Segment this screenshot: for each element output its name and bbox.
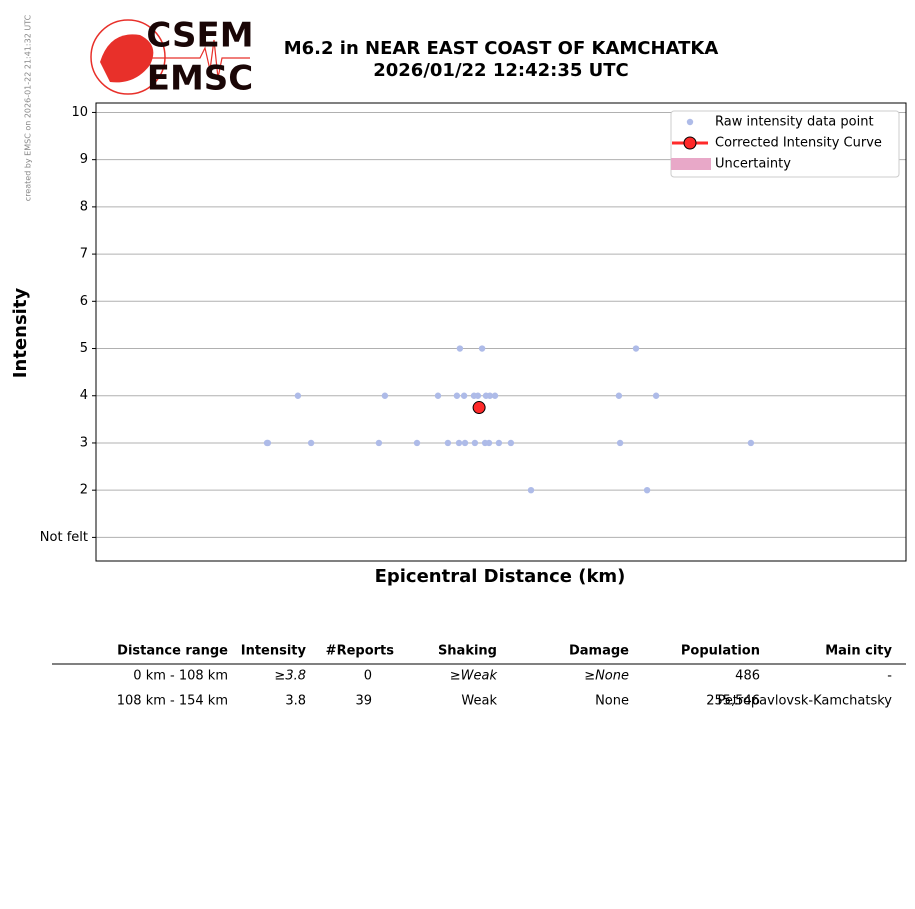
y-tick-label: 10 <box>71 105 88 120</box>
data-point <box>307 439 315 447</box>
data-point <box>652 392 660 399</box>
table-cell: 486 <box>735 669 760 684</box>
legend-box <box>670 110 900 178</box>
y-tick-label: Not felt <box>40 530 88 545</box>
y-tick-label: 7 <box>80 247 88 262</box>
y-axis-label: Intensity <box>10 288 31 379</box>
y-tick-label: 5 <box>80 341 88 356</box>
table-cell: 0 <box>364 669 372 684</box>
table-header: Population <box>681 644 760 659</box>
logo-globe <box>90 19 166 95</box>
logo-text: EMSC <box>147 59 254 99</box>
logo-map <box>100 34 154 83</box>
chart-title: M6.2 in NEAR EAST COAST OF KAMCHATKA <box>284 38 719 59</box>
data-point <box>616 439 624 447</box>
data-point <box>527 486 535 494</box>
data-point <box>294 392 302 399</box>
table-cell: Petropavlovsk-Kamchatsky <box>717 694 892 709</box>
table-header: Distance range <box>117 644 228 659</box>
table-header: Main city <box>825 644 892 659</box>
table-cell: None <box>595 694 629 709</box>
data-point <box>632 345 640 352</box>
data-point <box>643 486 651 494</box>
y-tick-label: 2 <box>80 483 88 498</box>
table-header: #Reports <box>326 644 395 659</box>
legend: Raw intensity data point Corrected Intens… <box>670 110 900 178</box>
data-point <box>434 392 442 399</box>
table-cell: 3.8 <box>285 694 306 709</box>
corrected-point <box>472 401 486 415</box>
table-cell: ≥Weak <box>450 669 498 684</box>
data-point <box>471 439 479 447</box>
legend-marker <box>683 136 697 150</box>
data-point <box>444 439 452 447</box>
data-point <box>495 439 503 447</box>
y-tick-label: 3 <box>80 435 88 450</box>
chart-subtitle: 2026/01/22 12:42:35 UTC <box>373 60 629 81</box>
data-point <box>413 439 421 447</box>
plot-frame <box>95 102 907 562</box>
data-point <box>474 392 482 399</box>
table-cell: - <box>887 669 892 684</box>
table-header: Intensity <box>241 644 307 659</box>
x-axis-label: Epicentral Distance (km) <box>375 566 626 587</box>
y-tick-label: 9 <box>80 152 88 167</box>
legend-label: Corrected Intensity Curve <box>715 136 882 151</box>
data-point <box>456 345 464 352</box>
data-point <box>747 439 755 447</box>
data-point <box>491 392 499 399</box>
table-cell: 39 <box>355 694 372 709</box>
table-cell: 108 km - 154 km <box>117 694 228 709</box>
table-cell: ≥3.8 <box>274 669 306 684</box>
logo-seismogram <box>150 39 250 79</box>
legend-marker <box>686 118 694 126</box>
table-cell: 255,546 <box>706 694 760 709</box>
credit: created by EMSC on 2026-01-22 21:41:32 U… <box>24 14 33 201</box>
data-point <box>461 439 469 447</box>
data-point <box>453 392 461 399</box>
y-tick-label: 4 <box>80 388 88 403</box>
legend-label: Uncertainty <box>715 157 791 172</box>
data-point <box>615 392 623 399</box>
y-tick-label: 6 <box>80 294 88 309</box>
y-tick-label: 8 <box>80 199 88 214</box>
table-header: Shaking <box>438 644 497 659</box>
data-point <box>485 439 493 447</box>
data-point <box>460 392 468 399</box>
data-point <box>375 439 383 447</box>
legend-marker <box>671 158 711 170</box>
data-point <box>381 392 389 399</box>
legend-label: Raw intensity data point <box>715 115 874 130</box>
data-point <box>264 439 272 447</box>
table-cell: ≥None <box>584 669 629 684</box>
logo-text: CSEM <box>146 16 253 56</box>
data-table: Distance range Intensity #Reports Shaking Da… <box>117 644 893 709</box>
table-cell: 0 km - 108 km <box>133 669 228 684</box>
data-point <box>507 439 515 447</box>
table-cell: Weak <box>461 694 497 709</box>
table-header: Damage <box>569 644 629 659</box>
data-point <box>486 392 494 399</box>
data-point <box>455 439 463 447</box>
data-point <box>478 345 486 352</box>
logo: CSEM EMSC <box>90 16 254 99</box>
